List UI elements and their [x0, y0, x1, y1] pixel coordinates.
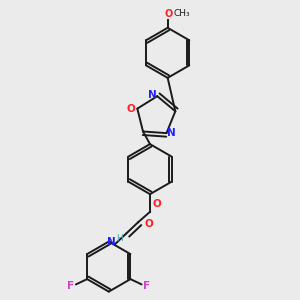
Text: O: O	[164, 9, 173, 19]
Text: O: O	[152, 200, 161, 209]
Text: H: H	[116, 233, 123, 242]
Text: F: F	[67, 281, 74, 291]
Text: N: N	[107, 237, 116, 247]
Text: CH₃: CH₃	[173, 9, 190, 18]
Text: F: F	[143, 281, 151, 291]
Text: O: O	[144, 219, 153, 229]
Text: O: O	[127, 103, 135, 114]
Text: N: N	[148, 90, 156, 100]
Text: N: N	[167, 128, 176, 138]
